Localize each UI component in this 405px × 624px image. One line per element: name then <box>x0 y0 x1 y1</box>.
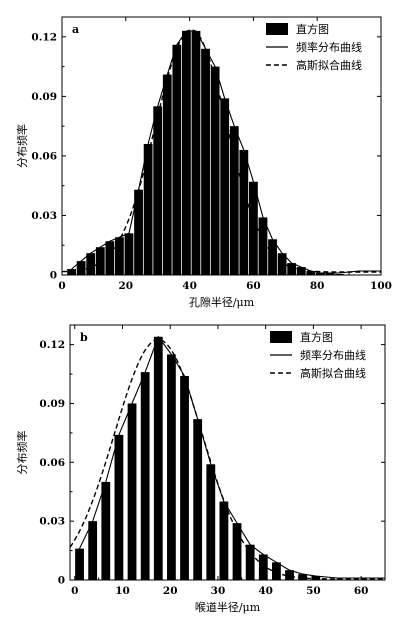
y-tick-label: 0.03 <box>39 516 65 528</box>
legend-label-gaussian: 高斯拟合曲线 <box>296 58 362 72</box>
x-tick-label: 60 <box>246 280 261 292</box>
legend-label-gaussian: 高斯拟合曲线 <box>300 366 366 380</box>
histogram-bar <box>76 261 86 275</box>
histogram-bar <box>258 217 268 275</box>
histogram-bar <box>239 149 249 275</box>
histogram-bar <box>95 247 105 275</box>
y-tick-label: 0 <box>50 270 57 282</box>
histogram-bar <box>153 336 163 580</box>
y-axis-label: 分布频率 <box>15 431 29 475</box>
y-tick-label: 0.09 <box>31 91 57 103</box>
histogram-bar <box>143 144 153 275</box>
chart-panel-b: 0 10 20 30 40 50 60 0 0.03 0.06 0.09 0.12 b 喉道半径/μm 分布… <box>15 324 386 614</box>
gaussian-fit-curve <box>61 29 381 273</box>
histogram-bar <box>219 501 229 580</box>
histogram-bar <box>268 239 277 275</box>
histogram-bar <box>287 263 297 275</box>
x-tick-label: 80 <box>310 280 325 292</box>
histogram-bar <box>325 273 335 275</box>
legend-label-frequency: 频率分布曲线 <box>300 348 366 362</box>
x-tick-label: 10 <box>115 585 130 597</box>
y-tick-label: 0.06 <box>39 457 65 469</box>
histogram-bar <box>258 554 268 580</box>
histogram-bar <box>191 30 201 276</box>
histogram-bar <box>114 434 124 580</box>
legend-label-histogram: 直方图 <box>300 330 333 344</box>
y-tick-label: 0.06 <box>31 150 57 162</box>
histogram-bar <box>180 376 189 580</box>
histogram-bar <box>162 74 172 275</box>
x-tick-label: 40 <box>258 585 273 597</box>
plot-frame <box>69 324 386 581</box>
x-tick-label: 0 <box>71 585 78 597</box>
histogram-bar <box>210 66 220 275</box>
histogram-bar <box>315 273 325 275</box>
histogram-bar <box>115 237 124 275</box>
histogram-bar <box>298 574 308 580</box>
x-axis-label: 孔隙半径/μm <box>189 295 255 309</box>
x-axis-label: 喉道半径/μm <box>195 600 261 614</box>
histogram-bar <box>232 523 242 580</box>
histogram-bar <box>67 269 76 275</box>
histogram-bar <box>105 241 115 275</box>
x-tick-label: 0 <box>58 280 65 292</box>
legend-swatch-histogram <box>266 23 288 35</box>
histogram-bar <box>277 253 287 275</box>
y-tick-label: 0.09 <box>39 398 65 410</box>
y-tick-label: 0 <box>58 575 65 587</box>
histogram-bar <box>220 98 230 275</box>
histogram-bar <box>101 481 111 580</box>
histogram-bar <box>229 126 239 276</box>
legend-label-histogram: 直方图 <box>296 22 329 36</box>
histogram-bar <box>296 267 306 275</box>
y-tick-label: 0.03 <box>31 210 57 222</box>
histogram-bar <box>249 181 258 275</box>
chart-panel-a: 0 20 40 60 80 100 0 0.03 0.06 0.09 0.12 a 孔隙半径/μm 分布频… <box>15 16 392 309</box>
histogram-bar <box>140 372 150 580</box>
histogram-bar <box>206 464 216 580</box>
histogram-bar <box>153 106 163 275</box>
histogram-bar <box>167 354 176 580</box>
histogram-bar <box>86 253 96 275</box>
histogram-bar <box>182 30 191 276</box>
panel-label: a <box>72 23 79 36</box>
y-axis-label: 分布频率 <box>15 124 29 168</box>
panel-label: b <box>80 331 88 344</box>
histogram-bar <box>124 233 134 275</box>
histogram-bar <box>172 44 182 276</box>
x-tick-label: 20 <box>163 585 178 597</box>
histogram-bar <box>285 570 294 580</box>
x-tick-label: 20 <box>118 280 133 292</box>
gaussian-fit-curve <box>69 338 385 580</box>
histogram-bar <box>201 48 210 275</box>
histogram-bar <box>88 521 98 580</box>
x-tick-label: 50 <box>306 585 321 597</box>
histogram-bar <box>75 548 84 580</box>
x-tick-label: 100 <box>370 280 392 292</box>
histogram-bar <box>245 544 255 580</box>
x-tick-label: 40 <box>182 280 197 292</box>
histogram-bar <box>306 271 316 275</box>
legend-swatch-histogram <box>270 331 292 343</box>
x-tick-label: 30 <box>211 585 226 597</box>
histogram-bar <box>134 189 143 275</box>
legend-label-frequency: 频率分布曲线 <box>296 40 362 54</box>
y-tick-label: 0.12 <box>39 339 65 351</box>
histogram-bar <box>193 419 203 580</box>
histogram-bar <box>272 562 281 580</box>
histogram-bar <box>127 403 137 580</box>
x-tick-label: 60 <box>354 585 369 597</box>
y-tick-label: 0.12 <box>31 31 57 43</box>
